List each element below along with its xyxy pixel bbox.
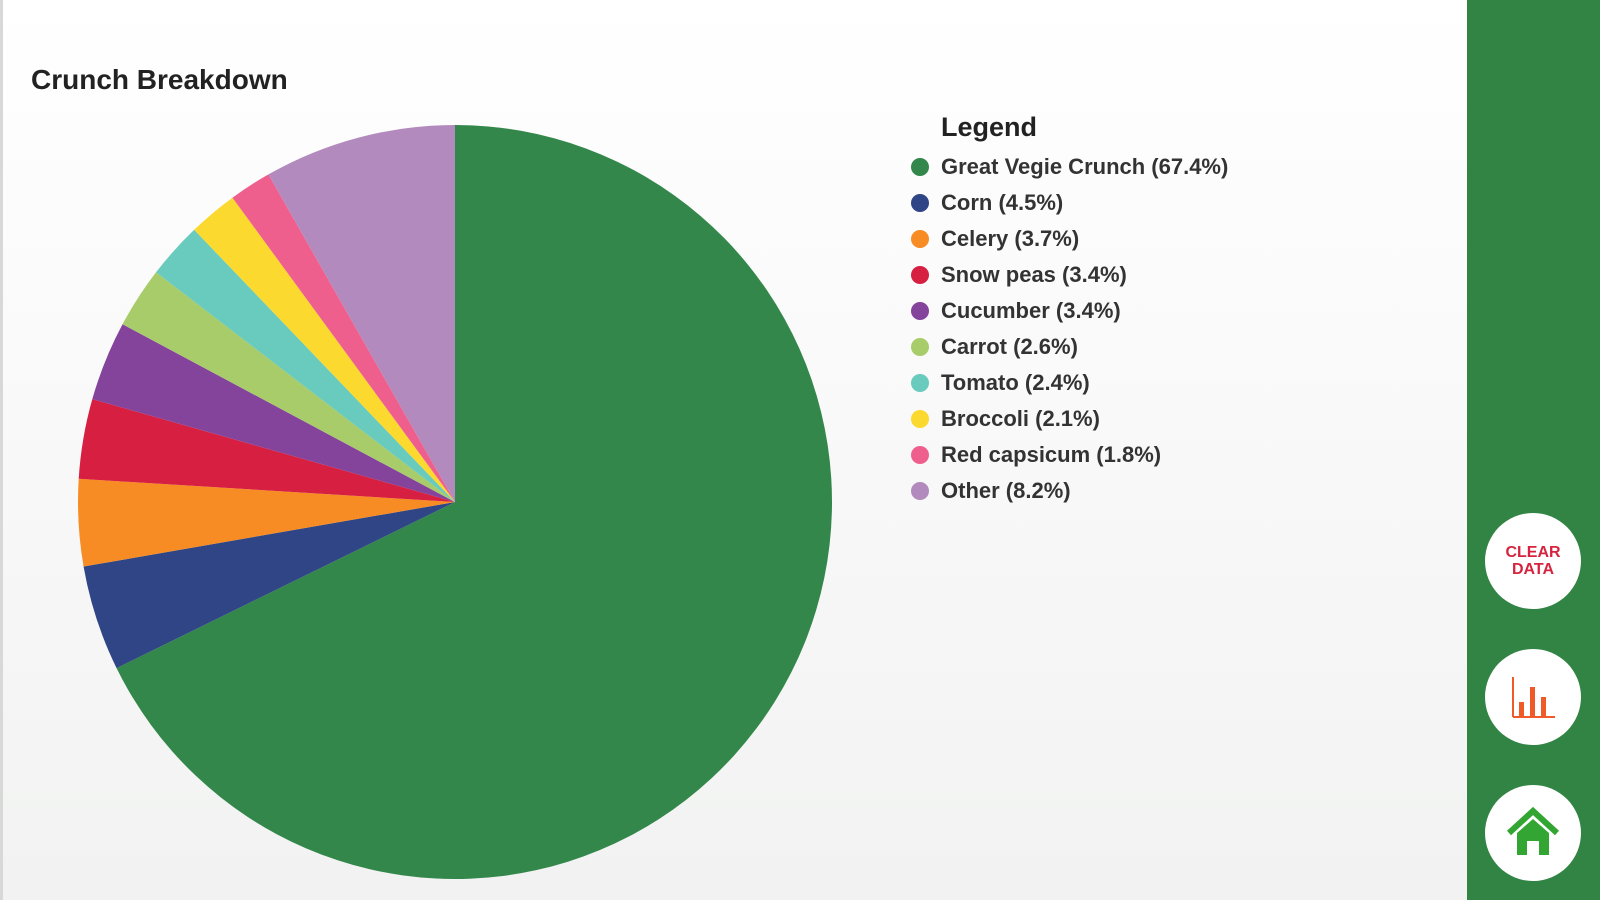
legend-swatch <box>911 482 929 500</box>
legend-label: Broccoli (2.1%) <box>941 406 1100 431</box>
bar-chart-icon <box>1512 677 1555 718</box>
legend-item: Other (8.2%) <box>911 473 1228 509</box>
legend-item: Carrot (2.6%) <box>911 329 1228 365</box>
legend-item: Cucumber (3.4%) <box>911 293 1228 329</box>
legend-item: Celery (3.7%) <box>911 221 1228 257</box>
pie-slice-corn <box>83 502 455 669</box>
pie-slice-tomato <box>156 229 455 502</box>
legend-swatch <box>911 338 929 356</box>
legend-swatch <box>911 302 929 320</box>
pie-slice-other <box>268 125 455 502</box>
pie-slice-celery <box>78 478 456 567</box>
sidebar: CLEAR DATA <box>1467 0 1600 900</box>
chart-panel: Crunch Breakdown Legend Great Vegie Crun… <box>0 0 1467 900</box>
legend-item: Broccoli (2.1%) <box>911 401 1228 437</box>
legend-item: Great Vegie Crunch (67.4%) <box>911 149 1228 185</box>
pie-slice-great-vegie-crunch <box>116 125 832 879</box>
clear-label-line2: DATA <box>1511 561 1555 578</box>
legend-label: Other (8.2%) <box>941 478 1071 503</box>
pie-slice-broccoli <box>194 197 455 502</box>
legend-swatch <box>911 410 929 428</box>
legend-swatch <box>911 374 929 392</box>
clear-data-button[interactable]: CLEAR DATA <box>1485 513 1581 609</box>
legend-item: Corn (4.5%) <box>911 185 1228 221</box>
legend: Legend Great Vegie Crunch (67.4%) Corn (4… <box>911 112 1228 509</box>
home-icon <box>1506 806 1560 855</box>
pie-chart <box>78 125 832 879</box>
legend-label: Celery (3.7%) <box>941 226 1080 251</box>
legend-swatch <box>911 446 929 464</box>
legend-swatch <box>911 266 929 284</box>
home-button[interactable] <box>1485 785 1581 881</box>
legend-label: Red capsicum (1.8%) <box>941 442 1162 467</box>
pie-slice-cucumber <box>92 324 455 502</box>
clear-label-line1: CLEAR <box>1505 544 1561 561</box>
legend-label: Great Vegie Crunch (67.4%) <box>941 154 1229 179</box>
legend-label: Cucumber (3.4%) <box>941 298 1121 323</box>
legend-swatch <box>911 158 929 176</box>
legend-label: Tomato (2.4%) <box>941 370 1090 395</box>
legend-item: Snow peas (3.4%) <box>911 257 1228 293</box>
pie-slice-carrot <box>122 272 456 502</box>
chart-title: Crunch Breakdown <box>31 64 288 95</box>
chart-button[interactable] <box>1485 649 1581 745</box>
legend-swatch <box>911 230 929 248</box>
legend-item: Red capsicum (1.8%) <box>911 437 1228 473</box>
legend-item: Tomato (2.4%) <box>911 365 1228 401</box>
pie-slice-red-capsicum <box>232 174 455 502</box>
legend-title: Legend <box>941 112 1038 142</box>
legend-label: Carrot (2.6%) <box>941 334 1078 359</box>
legend-label: Snow peas (3.4%) <box>941 262 1127 287</box>
legend-swatch <box>911 194 929 212</box>
pie-slice-snow-peas <box>78 399 455 502</box>
legend-label: Corn (4.5%) <box>941 190 1064 215</box>
